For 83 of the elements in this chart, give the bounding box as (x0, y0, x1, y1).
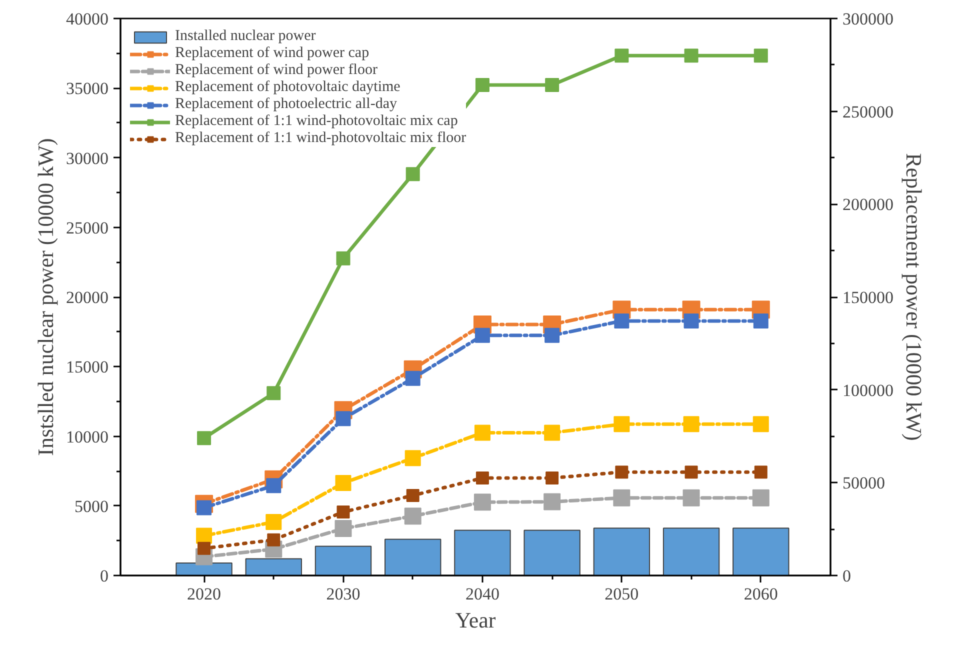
point (196, 528, 212, 544)
point (336, 251, 350, 266)
point (336, 411, 351, 426)
point (613, 489, 630, 506)
legend-label: Replacement of 1:1 wind-photovoltaic mix cap (175, 113, 458, 130)
point (474, 424, 490, 441)
legend-label: Replacement of photoelectric all-day (175, 96, 397, 113)
point (406, 488, 420, 502)
bar (732, 528, 790, 576)
point (546, 472, 559, 485)
point (684, 466, 698, 479)
x-tick-label: 2050 (604, 584, 639, 604)
point (266, 386, 281, 400)
bar (314, 546, 372, 576)
point (683, 416, 700, 432)
point (684, 313, 699, 328)
y2-tick-label: 100000 (842, 380, 894, 400)
point (404, 508, 422, 525)
bar (662, 528, 720, 576)
legend-label: Replacement of 1:1 wind-photovoltaic mix floor (175, 130, 466, 147)
point (198, 542, 211, 555)
bar (524, 530, 580, 576)
point (545, 78, 560, 92)
point (474, 494, 491, 511)
bar (593, 528, 650, 576)
y-tick-label: 5000 (74, 496, 108, 516)
y2-tick-label: 150000 (842, 288, 894, 307)
bar (245, 558, 302, 576)
point (476, 472, 489, 485)
point (544, 328, 560, 343)
y2-tick-label: 0 (842, 566, 851, 586)
y2-axis-title: Replacement power (10000 kW) (902, 153, 926, 441)
legend-label: Replacement of wind power floor (175, 62, 378, 79)
x-tick-label: 2060 (744, 584, 778, 604)
point (615, 466, 628, 479)
y-tick-label: 30000 (66, 148, 108, 168)
point (475, 78, 490, 92)
bar (176, 562, 232, 576)
x-tick-label: 2020 (187, 584, 222, 604)
point (754, 48, 768, 63)
point (336, 506, 350, 518)
point (334, 520, 352, 538)
point (266, 514, 282, 530)
point (267, 533, 280, 546)
bar (384, 538, 442, 576)
y-tick-label: 15000 (66, 358, 108, 377)
y-tick-label: 20000 (66, 288, 108, 307)
point (752, 489, 770, 506)
point (753, 313, 768, 328)
bar (454, 530, 511, 576)
point (406, 167, 420, 182)
x-tick-label: 2040 (465, 584, 500, 604)
point (196, 500, 212, 516)
y2-tick-label: 300000 (842, 10, 894, 28)
y2-tick-label: 200000 (842, 195, 894, 214)
y-axis-title: Instslled nuclear power (10000 kW) (33, 138, 58, 456)
y2-tick-label: 250000 (842, 102, 894, 122)
y-tick-label: 0 (100, 566, 108, 586)
point (474, 328, 490, 343)
point (614, 48, 629, 63)
point (266, 478, 282, 494)
point (335, 475, 352, 492)
point (544, 493, 561, 510)
point (404, 450, 421, 466)
y-tick-label: 35000 (66, 79, 108, 98)
legend-label: Installed nuclear power (175, 28, 316, 45)
y-tick-label: 10000 (66, 427, 108, 446)
point (197, 431, 212, 446)
point (752, 416, 769, 432)
point (684, 48, 698, 63)
legend-label: Replacement of photovoltaic daytime (175, 79, 400, 96)
y-tick-label: 25000 (66, 218, 108, 238)
x-tick-label: 2030 (326, 584, 360, 604)
y2-tick-label: 50000 (842, 474, 885, 493)
point (614, 416, 630, 432)
point (405, 370, 420, 386)
point (754, 466, 768, 479)
legend-label: Replacement of wind power cap (175, 45, 370, 62)
point (614, 313, 630, 328)
x-axis-title: Year (455, 608, 496, 632)
point (544, 424, 560, 441)
y-tick-label: 40000 (66, 10, 108, 28)
point (682, 489, 700, 506)
